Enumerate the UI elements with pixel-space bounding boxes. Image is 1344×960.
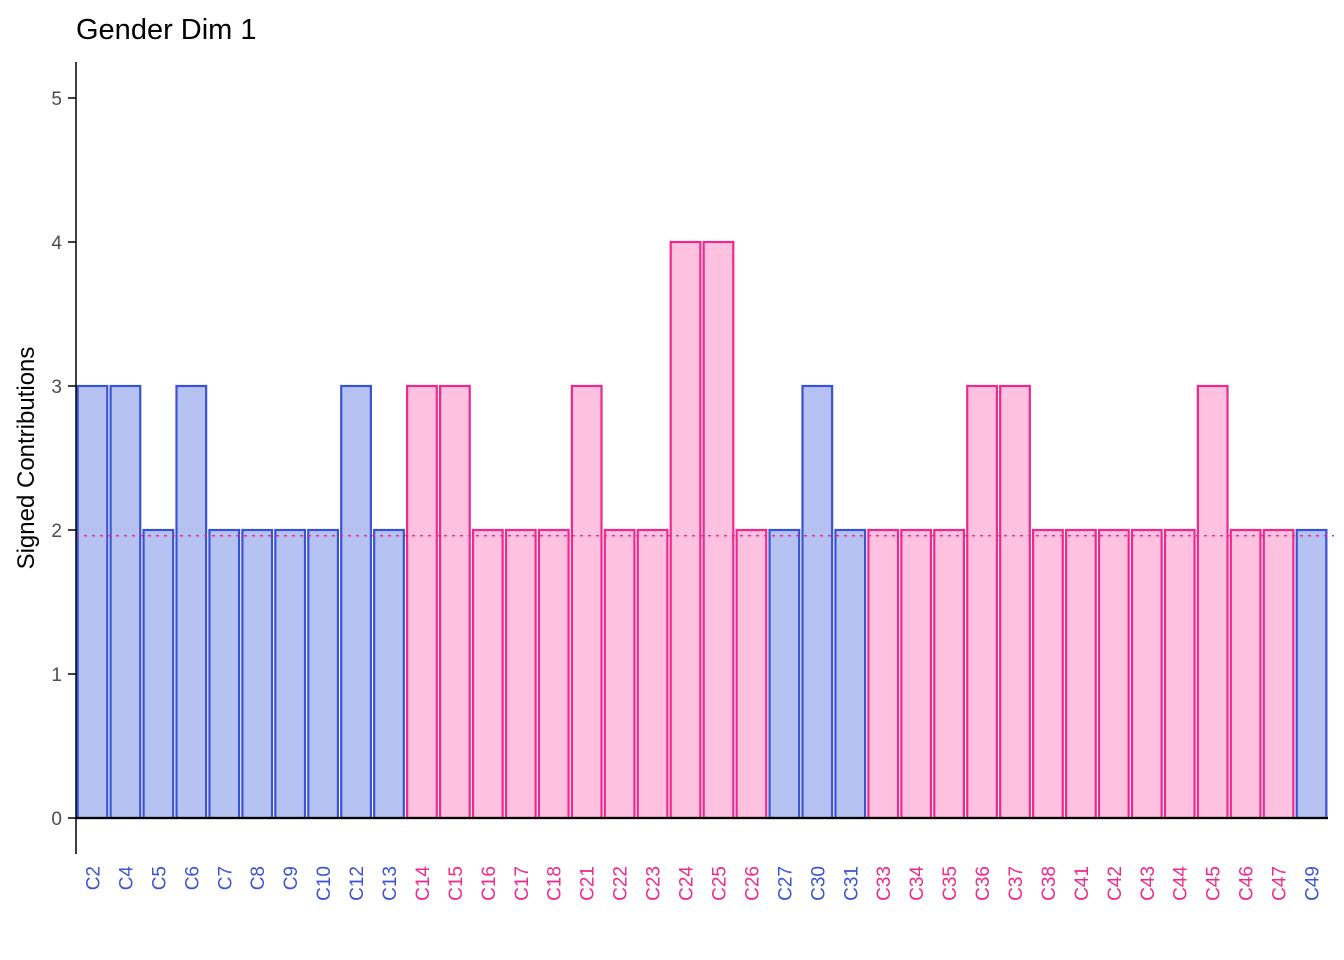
bar-c45 [1196, 384, 1229, 820]
x-tick-label-c36: C36 [973, 866, 994, 901]
bar-c44 [1163, 528, 1196, 820]
bar-c22 [603, 528, 636, 820]
bar-c5 [142, 528, 175, 820]
x-tick-label-c22: C22 [611, 866, 632, 901]
bar-c25 [702, 240, 735, 820]
bar-c18 [537, 528, 570, 820]
x-tick-label-c8: C8 [248, 866, 269, 890]
x-tick-label-c34: C34 [907, 866, 928, 901]
bar-c2 [76, 384, 109, 820]
y-tick-label-1: 1 [51, 665, 62, 686]
bar-c27 [768, 528, 801, 820]
bar-c33 [867, 528, 900, 820]
x-tick-label-c44: C44 [1171, 866, 1192, 901]
x-tick-label-c33: C33 [874, 866, 895, 901]
x-tick-label-c30: C30 [808, 866, 829, 901]
x-tick-label-c6: C6 [182, 866, 203, 890]
x-tick-label-c43: C43 [1138, 866, 1159, 901]
bar-c13 [373, 528, 405, 820]
bar-c17 [504, 528, 537, 820]
bar-c30 [801, 384, 834, 820]
bar-c42 [1097, 528, 1130, 820]
bar-c16 [471, 528, 504, 820]
x-tick-label-c17: C17 [512, 866, 533, 901]
bar-c37 [999, 384, 1031, 820]
x-tick-label-c2: C2 [83, 866, 104, 890]
bar-c23 [636, 528, 669, 820]
bar-c9 [274, 528, 307, 820]
bar-c46 [1229, 528, 1262, 820]
x-tick-label-c4: C4 [116, 866, 137, 891]
x-tick-label-c18: C18 [545, 866, 566, 901]
x-tick-label-c7: C7 [215, 866, 236, 890]
x-tick-label-c38: C38 [1039, 866, 1060, 901]
x-tick-label-c21: C21 [578, 866, 599, 901]
bars-layer [76, 240, 1328, 820]
x-tick-label-c45: C45 [1204, 866, 1225, 901]
x-tick-label-c37: C37 [1006, 866, 1027, 901]
x-tick-label-c47: C47 [1270, 866, 1291, 901]
bar-c14 [406, 384, 438, 820]
bar-c43 [1130, 528, 1163, 820]
bar-c21 [570, 384, 603, 820]
y-tick-label-0: 0 [51, 809, 62, 830]
x-tick-label-c10: C10 [314, 866, 335, 901]
bar-c41 [1064, 528, 1097, 820]
x-axis-labels: C2 C4 C5 C6 C7 C8 C9 C10 C12 C13 C14 C15 C16 C17 C18 C2… [83, 866, 1323, 901]
y-axis-title: Signed Contributions [13, 347, 40, 570]
x-tick-label-c15: C15 [446, 866, 467, 901]
bar-c7 [208, 528, 241, 820]
bar-c15 [438, 384, 471, 820]
x-tick-label-c5: C5 [149, 866, 170, 890]
x-tick-label-c14: C14 [413, 866, 434, 901]
chart-title: Gender Dim 1 [76, 14, 257, 46]
bar-c24 [669, 240, 702, 820]
x-tick-label-c31: C31 [841, 866, 862, 901]
x-tick-label-c25: C25 [709, 866, 730, 901]
bar-c31 [834, 528, 867, 820]
x-tick-label-c42: C42 [1105, 866, 1126, 901]
bar-c38 [1032, 528, 1064, 820]
x-tick-label-c49: C49 [1303, 866, 1324, 901]
y-tick-label-4: 4 [51, 233, 62, 254]
x-tick-label-c9: C9 [281, 866, 302, 890]
bar-c10 [307, 528, 340, 820]
x-tick-label-c13: C13 [380, 866, 401, 901]
x-tick-label-c16: C16 [479, 866, 500, 901]
x-tick-label-c12: C12 [347, 866, 368, 901]
x-tick-label-c46: C46 [1237, 866, 1258, 901]
bar-c47 [1262, 528, 1295, 820]
x-tick-label-c23: C23 [644, 866, 665, 901]
bar-c49 [1295, 528, 1328, 820]
bar-c6 [175, 384, 208, 820]
bar-c35 [933, 528, 966, 820]
y-tick-label-3: 3 [51, 377, 62, 398]
bar-c12 [340, 384, 372, 820]
bar-c8 [241, 528, 274, 820]
y-tick-label-5: 5 [51, 89, 62, 110]
x-tick-label-c35: C35 [940, 866, 961, 901]
bar-c4 [109, 384, 142, 820]
x-tick-label-c41: C41 [1072, 866, 1093, 901]
y-axis-ticks: 0 1 2 3 4 5 [51, 89, 76, 830]
x-tick-label-c26: C26 [742, 866, 763, 901]
y-tick-label-2: 2 [51, 521, 62, 542]
x-tick-label-c27: C27 [775, 866, 796, 901]
x-tick-label-c24: C24 [677, 866, 698, 901]
bar-c26 [735, 528, 768, 820]
bar-c36 [966, 384, 998, 820]
bar-c34 [900, 528, 933, 820]
